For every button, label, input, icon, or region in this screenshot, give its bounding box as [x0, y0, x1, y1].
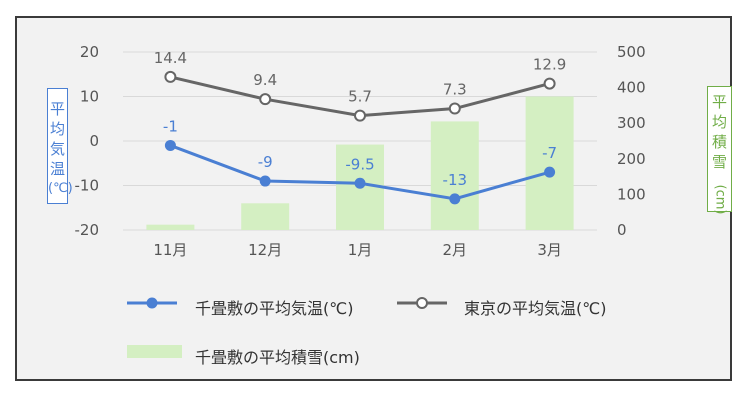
x-tick-label: 2月 [443, 241, 468, 259]
data-label-chitatami-temp: -13 [443, 171, 468, 189]
point-tokyo-temp [543, 77, 556, 90]
axis-label-char: 雪 [711, 153, 727, 171]
axis-label-char: 気 [49, 140, 65, 158]
point-chitatami-temp [354, 177, 366, 189]
point-tokyo-temp [259, 93, 272, 106]
x-tick-label: 1月 [348, 241, 373, 259]
axis-label-char: (cm) [712, 184, 728, 215]
bar-snow [430, 121, 479, 230]
data-label-chitatami-temp: -1 [163, 117, 178, 135]
bar-snow [525, 96, 574, 230]
data-labels: -1 -9 -9.5 -13 -7 14.4 9.4 5.7 7.3 12.9 [154, 49, 567, 189]
data-label-chitatami-temp: -9.5 [345, 155, 374, 173]
bar-snow [241, 203, 290, 230]
axis-label-char: 平 [711, 93, 727, 111]
data-label-tokyo-temp: 5.7 [348, 88, 372, 106]
axis-label-char: 平 [49, 100, 65, 118]
temperature-lines [164, 70, 556, 205]
data-label-chitatami-temp: -7 [542, 144, 557, 162]
chart-panel: -1 -9 -9.5 -13 -7 14.4 9.4 5.7 7.3 12.9 20 10 0 -10-… [15, 16, 732, 381]
y-left-tick-label: 0 [89, 132, 99, 150]
y-left-tick-label: -10 [75, 177, 100, 195]
legend-label-chitatami-temp: 千畳敷の平均気温(℃) [195, 299, 354, 318]
point-tokyo-temp [354, 109, 366, 122]
x-tick-label: 3月 [537, 241, 562, 259]
data-label-tokyo-temp: 7.3 [443, 81, 467, 99]
bar-snow [146, 224, 195, 230]
y-axis-left-label: 平均気温 (℃) [47, 88, 73, 204]
point-chitatami-temp [449, 193, 461, 205]
legend-label-tokyo-temp: 東京の平均気温(℃) [464, 299, 607, 318]
legend-marker-chitatami-temp [146, 297, 158, 309]
point-chitatami-temp [259, 175, 271, 187]
axis-label-char: 均 [49, 120, 65, 138]
point-chitatami-temp [544, 166, 556, 178]
y-right-tick-label: 200 [617, 150, 646, 168]
data-label-tokyo-temp: 9.4 [253, 71, 277, 89]
snow-bars [146, 96, 574, 230]
y-right-tick-label: 500 [617, 43, 646, 61]
y-left-tick-label: -20 [75, 221, 100, 239]
data-label-tokyo-temp: 14.4 [154, 49, 187, 67]
y-left-tick-label: 10 [80, 88, 99, 106]
legend-swatch-chitatami-snow [127, 345, 182, 358]
y-right-tick-label: 0 [617, 221, 627, 239]
legend-markers [127, 297, 447, 358]
y-axis-right-label: 平均積雪 (cm) [707, 86, 732, 215]
data-label-tokyo-temp: 12.9 [533, 56, 566, 74]
x-tick-label: 12月 [248, 241, 282, 259]
point-tokyo-temp [448, 102, 461, 115]
axis-label-char: 温 [49, 160, 65, 178]
combo-chart: -1-9 -9.5-13-714.49.45.7 7.312.9 20100-10-… [75, 43, 646, 358]
axis-label-char: (℃) [48, 181, 73, 196]
axis-label-char: 均 [711, 113, 727, 131]
y-right-tick-label: 100 [617, 185, 646, 203]
y-right-tick-label: 400 [617, 79, 646, 97]
point-chitatami-temp [164, 139, 176, 151]
legend-label-chitatami-snow: 千畳敷の平均積雪(cm) [195, 348, 360, 367]
point-tokyo-temp [164, 70, 177, 83]
legend-marker-tokyo-temp [416, 297, 428, 309]
y-right-tick-label: 300 [617, 114, 646, 132]
axis-label-char: 積 [711, 133, 727, 151]
x-tick-label: 11月 [153, 241, 187, 259]
data-label-chitatami-temp: -9 [258, 153, 273, 171]
y-left-tick-label: 20 [80, 43, 99, 61]
